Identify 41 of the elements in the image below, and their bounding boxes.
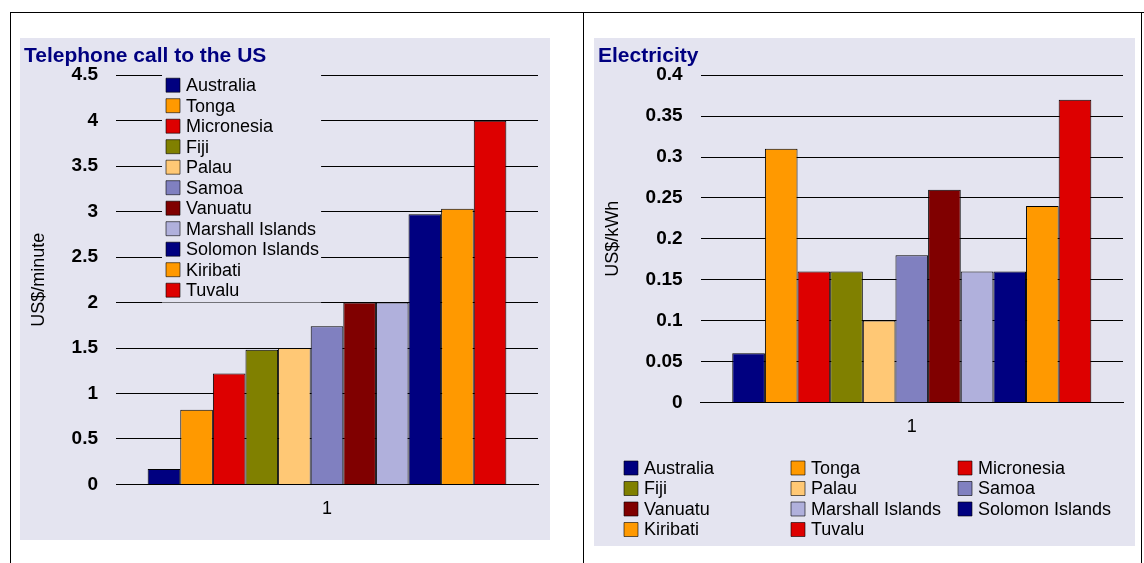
y-tick-label: 1 — [87, 381, 99, 403]
legend-label: Tonga — [811, 457, 862, 478]
legend-label: Fiji — [644, 478, 667, 499]
legend-label: Solomon Islands — [978, 498, 1112, 519]
legend-label: Micronesia — [978, 457, 1067, 478]
legend-label: Tonga — [186, 95, 237, 116]
legend-label: Marshall Islands — [811, 498, 942, 519]
legend-label: Palau — [186, 157, 233, 178]
legend-label: Marshall Islands — [186, 218, 317, 239]
y-tick-label: 0.5 — [71, 427, 99, 449]
y-tick-label: 0.2 — [656, 227, 683, 249]
y-tick-label: 3.5 — [71, 154, 99, 176]
y-tick-label: 0.3 — [656, 145, 683, 167]
y-tick-label: 0.15 — [645, 267, 684, 289]
y-axis-title: US$/kWh — [601, 200, 622, 277]
y-tick-label: 0.35 — [645, 104, 684, 126]
legend-label: Solomon Islands — [186, 239, 320, 260]
legend-label: Australia — [644, 457, 716, 478]
legend-label: Kiribati — [644, 519, 700, 540]
legend-label: Tuvalu — [186, 280, 240, 301]
legend-label: Samoa — [186, 177, 245, 198]
legend-label: Samoa — [978, 478, 1037, 499]
y-tick-label: 1.5 — [71, 336, 99, 358]
legend-label: Kiribati — [186, 259, 242, 280]
legend-label: Micronesia — [186, 116, 275, 137]
y-tick-label: 2 — [87, 290, 99, 312]
y-tick-label: 0.1 — [656, 308, 683, 330]
legend-label: Vanuatu — [186, 198, 252, 219]
y-tick-label: 0.25 — [645, 186, 684, 208]
legend-label: Australia — [186, 75, 258, 96]
y-tick-label: 4 — [87, 108, 99, 130]
y-tick-label: 2.5 — [71, 245, 99, 267]
legend-label: Vanuatu — [644, 498, 710, 519]
legend-label: Fiji — [186, 136, 210, 157]
y-tick-label: 0 — [87, 472, 99, 494]
y-tick-label: 3 — [87, 199, 99, 221]
y-tick-label: 0 — [672, 390, 683, 412]
y-tick-label: 0.05 — [645, 349, 684, 371]
y-axis-title: US$/minute — [27, 232, 48, 327]
legend-label: Palau — [811, 478, 858, 499]
legend-label: Tuvalu — [811, 519, 865, 540]
